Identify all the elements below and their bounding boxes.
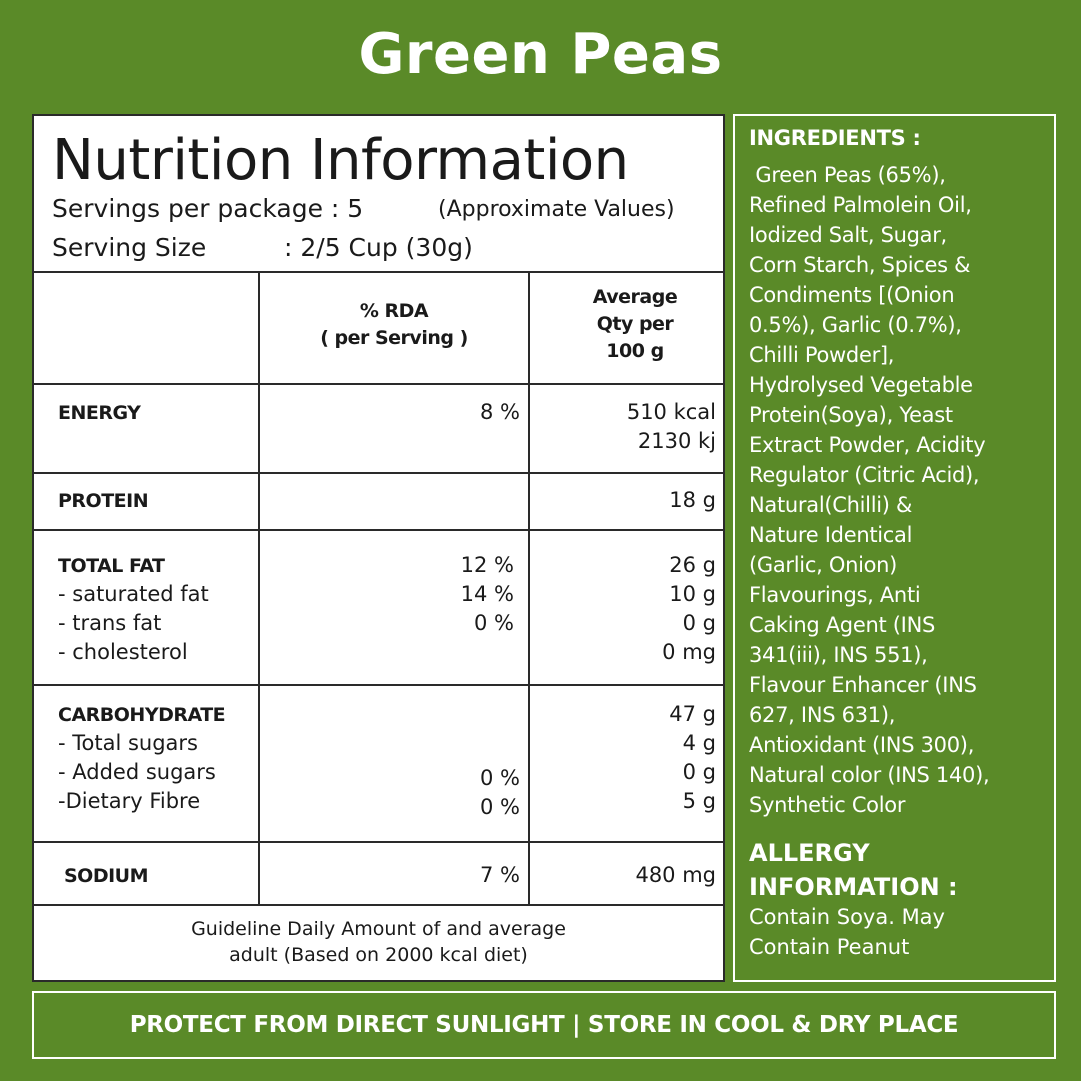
ingredients-line: Condiments [(Onion bbox=[749, 283, 955, 307]
table-row-divider bbox=[34, 529, 723, 531]
table-row-divider bbox=[34, 841, 723, 843]
protein-label: PROTEIN bbox=[58, 490, 149, 512]
allergy-heading-line: INFORMATION : bbox=[749, 873, 958, 901]
allergy-text: Contain Soya. May Contain Peanut bbox=[749, 902, 1049, 962]
ingredients-box: INGREDIENTS : Green Peas (65%), Refined … bbox=[733, 114, 1056, 982]
column-header-qty-line: Average bbox=[592, 286, 678, 308]
table-row-divider bbox=[34, 904, 723, 906]
fat-rda: 12 % bbox=[460, 553, 514, 577]
trans-fat-qty: 0 g bbox=[682, 611, 716, 635]
energy-kcal: 510 kcal bbox=[626, 400, 716, 424]
ingredients-line: Green Peas (65%), bbox=[749, 163, 946, 187]
storage-banner: PROTECT FROM DIRECT SUNLIGHT | STORE IN … bbox=[32, 991, 1056, 1059]
nutrition-panel: Nutrition Information Servings per packa… bbox=[32, 114, 725, 982]
guideline-footnote: Guideline Daily Amount of and average ad… bbox=[34, 916, 723, 968]
servings-per-package: Servings per package : 5 bbox=[52, 194, 364, 223]
added-sugars-qty: 0 g bbox=[682, 760, 716, 784]
ingredients-line: Flavour Enhancer (INS bbox=[749, 673, 977, 697]
ingredients-line: Antioxidant (INS 300), bbox=[749, 733, 975, 757]
serving-size-value: : 2/5 Cup (30g) bbox=[284, 233, 473, 262]
trans-fat-rda: 0 % bbox=[474, 611, 514, 635]
ingredients-line: Corn Starch, Spices & bbox=[749, 253, 971, 277]
column-header-qty-line: 100 g bbox=[606, 340, 664, 362]
ingredients-line: Caking Agent (INS bbox=[749, 613, 936, 637]
ingredients-heading: INGREDIENTS : bbox=[749, 126, 921, 150]
cholesterol-qty: 0 mg bbox=[662, 640, 716, 664]
sodium-qty: 480 mg bbox=[635, 863, 716, 887]
ingredients-line: 341(iii), INS 551), bbox=[749, 643, 928, 667]
ingredients-line: Extract Powder, Acidity bbox=[749, 433, 986, 457]
ingredients-line: 627, INS 631), bbox=[749, 703, 896, 727]
added-sugars-rda: 0 % bbox=[480, 766, 520, 790]
ingredients-line: Chilli Powder], bbox=[749, 343, 895, 367]
ingredients-line: Flavourings, Anti bbox=[749, 583, 921, 607]
table-row-divider bbox=[34, 684, 723, 686]
dietary-fibre-qty: 5 g bbox=[682, 789, 716, 813]
nutrition-title: Nutrition Information bbox=[52, 128, 629, 193]
saturated-fat-rda: 14 % bbox=[460, 582, 514, 606]
column-header-rda-line: % RDA bbox=[359, 300, 429, 322]
nutrition-header: Nutrition Information Servings per packa… bbox=[34, 116, 723, 273]
ingredients-line: Iodized Salt, Sugar, bbox=[749, 223, 947, 247]
ingredients-line: 0.5%), Garlic (0.7%), bbox=[749, 313, 962, 337]
carbohydrate-label: CARBOHYDRATE bbox=[58, 704, 226, 726]
column-header-qty-line: Qty per bbox=[596, 313, 674, 335]
total-sugars-label: - Total sugars bbox=[58, 731, 198, 755]
allergy-text-line: Contain Soya. May bbox=[749, 905, 945, 929]
ingredients-line: Hydrolysed Vegetable bbox=[749, 373, 973, 397]
saturated-fat-label: - saturated fat bbox=[58, 582, 209, 606]
sodium-label: SODIUM bbox=[64, 865, 149, 887]
sodium-rda: 7 % bbox=[480, 863, 520, 887]
fat-qty: 26 g bbox=[669, 553, 716, 577]
serving-size-label: Serving Size bbox=[52, 233, 207, 262]
ingredients-line: (Garlic, Onion) bbox=[749, 553, 898, 577]
energy-label: ENERGY bbox=[58, 402, 141, 424]
ingredients-line: Natural(Chilli) & bbox=[749, 493, 913, 517]
ingredients-line: Regulator (Citric Acid), bbox=[749, 463, 980, 487]
saturated-fat-qty: 10 g bbox=[669, 582, 716, 606]
cholesterol-label: - cholesterol bbox=[58, 640, 188, 664]
total-sugars-qty: 4 g bbox=[682, 731, 716, 755]
carbohydrate-qty: 47 g bbox=[669, 702, 716, 726]
allergy-text-line: Contain Peanut bbox=[749, 935, 910, 959]
ingredients-line: Protein(Soya), Yeast bbox=[749, 403, 953, 427]
fat-label: TOTAL FAT bbox=[58, 555, 165, 577]
column-header-rda: % RDA ( per Serving ) bbox=[260, 298, 528, 352]
dietary-fibre-label: -Dietary Fibre bbox=[58, 789, 201, 813]
column-header-rda-line: ( per Serving ) bbox=[320, 327, 468, 349]
trans-fat-label: - trans fat bbox=[58, 611, 162, 635]
table-row-divider bbox=[34, 383, 723, 385]
dietary-fibre-rda: 0 % bbox=[480, 795, 520, 819]
ingredients-line: Nature Identical bbox=[749, 523, 913, 547]
column-header-qty: Average Qty per 100 g bbox=[530, 284, 740, 365]
footnote-line: adult (Based on 2000 kcal diet) bbox=[229, 944, 528, 966]
approx-note: (Approximate Values) bbox=[438, 197, 675, 222]
ingredients-line: Synthetic Color bbox=[749, 793, 906, 817]
protein-qty: 18 g bbox=[669, 488, 716, 512]
table-divider bbox=[528, 273, 530, 904]
ingredients-line: Natural color (INS 140), bbox=[749, 763, 990, 787]
energy-rda: 8 % bbox=[480, 400, 520, 424]
footnote-line: Guideline Daily Amount of and average bbox=[191, 918, 566, 940]
ingredients-line: Refined Palmolein Oil, bbox=[749, 193, 972, 217]
ingredients-list: Green Peas (65%), Refined Palmolein Oil,… bbox=[749, 160, 1054, 820]
product-title: Green Peas bbox=[358, 22, 723, 87]
energy-kj: 2130 kj bbox=[637, 429, 716, 453]
allergy-heading-line: ALLERGY bbox=[749, 839, 870, 867]
allergy-heading: ALLERGY INFORMATION : bbox=[749, 836, 958, 904]
table-row-divider bbox=[34, 472, 723, 474]
added-sugars-label: - Added sugars bbox=[58, 760, 216, 784]
table-divider bbox=[258, 273, 260, 904]
